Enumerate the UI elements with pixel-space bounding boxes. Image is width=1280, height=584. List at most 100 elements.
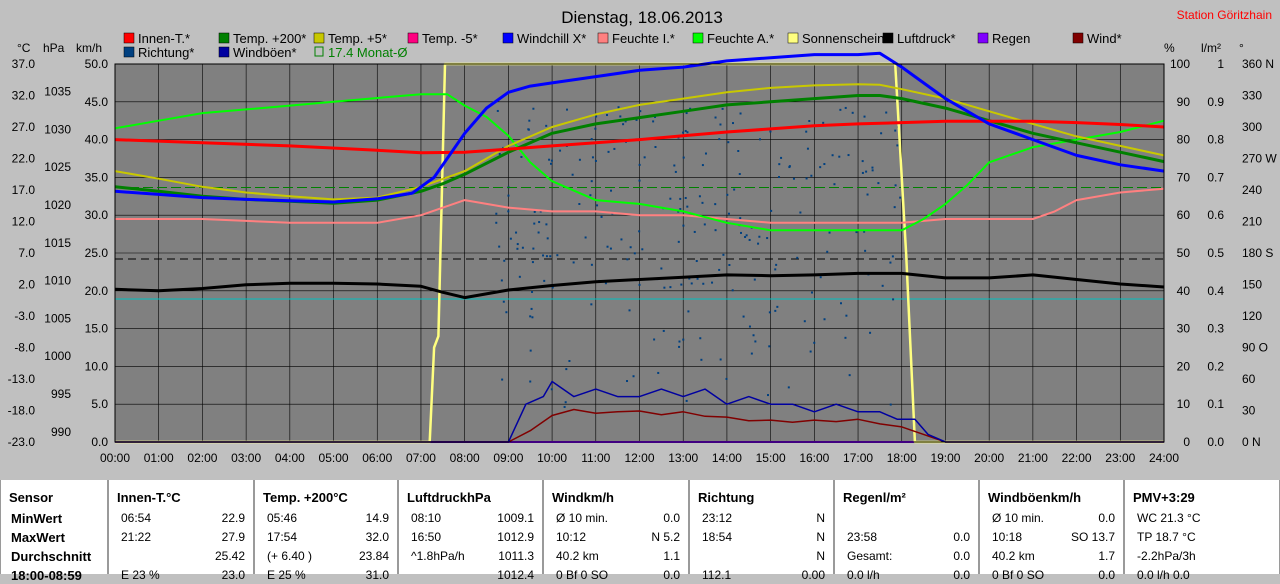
richtung-point <box>687 310 690 313</box>
stats-cell-value: 23.84 <box>358 549 389 563</box>
legend-item: Temp. +5* <box>313 31 387 46</box>
axis-ticks: 37.0 32.0 27.0 22.0 17.0 12.0 7.0 2.0 -3.0 -8.0 -1… <box>8 57 1278 465</box>
richtung-point <box>889 261 892 264</box>
richtung-point <box>498 245 501 248</box>
tick-percent: 70 <box>1177 170 1191 184</box>
tick-percent: 30 <box>1177 322 1191 336</box>
stats-cell-row: 21:22 27.9 <box>117 530 245 546</box>
legend-label: Windböen* <box>233 45 297 60</box>
stats-cell-left: 0 Bf 0 SO <box>992 568 1045 582</box>
tick-degree: 30 <box>1242 404 1256 418</box>
tick-time: 15:00 <box>756 451 786 465</box>
stats-row-label: 18:00-08:59 <box>9 568 99 584</box>
stats-cell-value: 0.0 <box>953 549 970 563</box>
tick-time: 21:00 <box>1018 451 1048 465</box>
tick-temp: 37.0 <box>12 57 36 71</box>
legend-item: Regen <box>977 31 1030 46</box>
stats-cell-value: 0.0 <box>953 530 970 544</box>
legend-label: Innen-T.* <box>138 31 190 46</box>
richtung-point <box>529 315 532 318</box>
stats-cell-left: E 23 % <box>121 568 160 582</box>
stats-row-label: MinWert <box>9 511 99 527</box>
richtung-point <box>695 260 698 263</box>
richtung-point <box>609 247 612 250</box>
stats-cell-left: 18:54 <box>702 530 733 544</box>
richtung-point <box>679 197 682 200</box>
stats-cell-left: Ø 10 min. <box>992 511 1045 525</box>
stats-cell-row: 08:10 1009.1 <box>407 511 534 527</box>
richtung-point <box>803 320 806 323</box>
richtung-point <box>869 331 872 334</box>
stats-cell-row: 1012.4 <box>407 568 534 584</box>
stats-cell-row: 0.0 l/h 0.0 <box>1133 568 1271 584</box>
richtung-point <box>619 115 622 118</box>
richtung-point <box>507 210 510 213</box>
richtung-point <box>589 194 592 197</box>
legend-item: Feuchte I.* <box>597 31 675 46</box>
richtung-point <box>538 221 541 224</box>
richtung-point <box>566 108 569 111</box>
tick-time: 09:00 <box>493 451 523 465</box>
richtung-point <box>839 108 842 111</box>
stats-row-label-text: MinWert <box>11 511 63 526</box>
richtung-point <box>606 245 609 248</box>
stats-column-name: Windböen <box>988 490 1051 505</box>
stats-column-header: Temp. +200°C <box>263 490 389 506</box>
richtung-point <box>823 318 826 321</box>
stats-column: LuftdruckhPa 08:10 1009.1 16:50 1012.9 ^1.8hP… <box>398 480 543 582</box>
legend-item: Wind* <box>1072 31 1122 46</box>
stats-cell-row: WC 21.3 °C <box>1133 511 1271 527</box>
tick-percent: 80 <box>1177 133 1191 147</box>
richtung-point <box>503 259 506 262</box>
stats-cell-row: 10:12 N 5.2 <box>552 530 680 546</box>
chart-title: Dienstag, 18.06.2013 <box>561 8 723 27</box>
richtung-point <box>652 120 655 123</box>
richtung-point <box>877 182 880 185</box>
richtung-point <box>894 184 897 187</box>
richtung-point <box>742 315 745 318</box>
richtung-point <box>660 267 663 270</box>
richtung-point <box>633 252 636 255</box>
richtung-point <box>498 152 501 155</box>
legend-swatch <box>692 32 704 44</box>
richtung-point <box>722 253 725 256</box>
stats-cell-row: 0.0 l/h 0.0 <box>843 568 970 584</box>
legend-label: Temp. -5* <box>422 31 478 46</box>
richtung-point <box>571 173 574 176</box>
tick-kmh: 0.0 <box>91 435 108 449</box>
richtung-point <box>828 231 831 234</box>
tick-time: 17:00 <box>843 451 873 465</box>
legend-swatch <box>1072 32 1084 44</box>
richtung-point <box>778 176 781 179</box>
stats-cell-row: 10:18 SO 13.7 <box>988 530 1115 546</box>
richtung-point <box>833 183 836 186</box>
richtung-point <box>769 130 772 133</box>
stats-cell-left: 0.0 l/h 0.0 <box>1137 568 1190 582</box>
tick-degree: 270 W <box>1242 152 1277 166</box>
stats-column-header: Regenl/m² <box>843 490 970 506</box>
richtung-point <box>768 345 771 348</box>
richtung-point <box>718 138 721 141</box>
tick-time: 07:00 <box>406 451 436 465</box>
tick-hpa: 1025 <box>44 160 71 174</box>
richtung-point <box>590 263 593 266</box>
richtung-point <box>641 248 644 251</box>
stats-column-name: Richtung <box>698 490 755 505</box>
stats-column-unit: km/h <box>1050 490 1082 505</box>
richtung-point <box>845 314 848 317</box>
richtung-point <box>831 154 834 157</box>
richtung-point <box>682 338 685 341</box>
tick-degree: 210 <box>1242 215 1262 229</box>
unit-percent: % <box>1164 41 1175 55</box>
richtung-point <box>844 106 847 109</box>
richtung-point <box>578 203 581 206</box>
legend-item: 17.4 Monat-Ø <box>314 45 408 60</box>
legend-label: Sonnenschein <box>802 31 884 46</box>
richtung-point <box>516 247 519 250</box>
legend-label: Feuchte A.* <box>707 31 774 46</box>
richtung-point <box>808 120 811 123</box>
tick-hpa: 1015 <box>44 236 71 250</box>
richtung-point <box>704 152 707 155</box>
tick-percent: 0 <box>1183 435 1190 449</box>
richtung-point <box>880 132 883 135</box>
